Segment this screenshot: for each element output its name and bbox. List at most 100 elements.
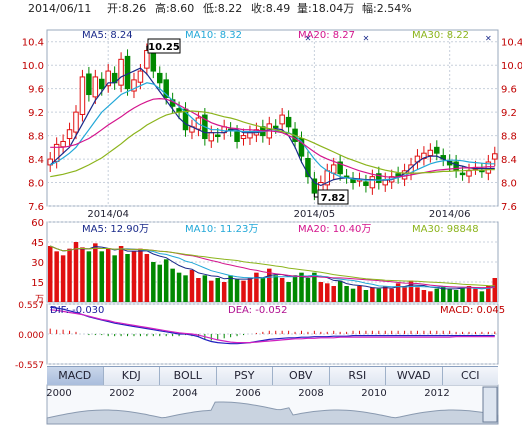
- volume-bar: [138, 248, 143, 302]
- volume-bar: [428, 291, 433, 302]
- volume-bar: [440, 286, 446, 302]
- volume-bar: [479, 291, 485, 302]
- macd-tick: -0.557: [15, 361, 44, 371]
- candle-body: [305, 157, 311, 178]
- price-x-tick: 2014/04: [87, 209, 129, 220]
- volume-bar: [318, 282, 324, 302]
- volume-bar: [170, 268, 175, 302]
- high-callout-box: [147, 38, 181, 54]
- candle-body: [156, 72, 163, 84]
- price-tick-right: 7.6: [501, 202, 517, 213]
- timeline-handle: [482, 386, 498, 423]
- ma-line-ma30: [50, 110, 495, 178]
- marker-icon: ✕: [363, 34, 370, 43]
- candle-body: [214, 134, 221, 138]
- indicator-tabs: MACD KDJ BOLL PSY OBV RSI WVAD CCI: [47, 366, 498, 385]
- volume-bar: [273, 275, 278, 302]
- volume-bar: [357, 286, 362, 302]
- volume-legend-item: MA20: 10.40万: [298, 224, 371, 235]
- price-tick-left: 8.0: [28, 179, 44, 190]
- candle-body: [363, 181, 369, 186]
- volume-bar: [453, 290, 459, 302]
- volume-bar: [86, 251, 92, 302]
- candle-body: [150, 52, 157, 72]
- volume-bar: [247, 278, 253, 302]
- quote-close: 收:8.49: [251, 2, 291, 15]
- candle-body: [73, 111, 79, 133]
- marker-icon: ✕: [305, 34, 312, 43]
- price-panel-frame: [46, 29, 499, 207]
- volume-bar: [344, 286, 349, 302]
- tab-macd[interactable]: MACD: [47, 367, 104, 385]
- quote-high: 高:8.60: [155, 2, 195, 15]
- candle-body: [234, 131, 240, 142]
- timeline-year: 2008: [298, 388, 323, 399]
- volume-bar: [486, 286, 491, 302]
- price-tick-right: 9.6: [501, 85, 517, 96]
- candle-body: [330, 164, 337, 174]
- candle-body: [66, 129, 73, 140]
- candle-body: [105, 70, 111, 87]
- volume-ma-line: [50, 245, 495, 287]
- tab-cci[interactable]: CCI: [442, 367, 498, 385]
- candle-body: [279, 114, 285, 125]
- candle-body: [369, 176, 376, 189]
- volume-bar: [421, 290, 427, 302]
- candle-body: [99, 78, 105, 90]
- volume-bar: [434, 288, 440, 302]
- quote-low: 低:8.22: [203, 2, 243, 15]
- volume-unit: 万: [35, 295, 44, 305]
- price-tick-right: 8.4: [501, 155, 517, 166]
- tab-obv[interactable]: OBV: [273, 367, 330, 385]
- volume-bar: [163, 259, 169, 302]
- volume-bar: [67, 248, 72, 302]
- dif-line: [50, 306, 495, 345]
- macd-tick: 0.000: [18, 331, 44, 341]
- timeline-year: 2010: [361, 388, 386, 399]
- quote-change: 幅:2.54%: [362, 2, 412, 15]
- volume-bar: [125, 254, 130, 302]
- volume-tick: 45: [31, 238, 44, 249]
- volume-bar: [241, 280, 246, 302]
- candle-body: [92, 76, 99, 98]
- low-callout-label: 7.82: [321, 193, 346, 204]
- tab-rsi[interactable]: RSI: [329, 367, 386, 385]
- quote-volume: 量:18.04万: [297, 2, 355, 15]
- macd-legend-item: MACD: 0.045: [440, 305, 505, 316]
- candle-body: [118, 58, 124, 86]
- volume-bar: [209, 280, 214, 302]
- volume-bar: [118, 246, 124, 302]
- timeline-year: 2012: [424, 388, 449, 399]
- timeline-year: 2000: [46, 388, 71, 399]
- low-callout-box: [317, 189, 349, 205]
- candle-body: [318, 182, 324, 191]
- volume-bar: [260, 278, 266, 302]
- volume-tick: 60: [31, 218, 44, 229]
- candle-body: [453, 161, 459, 172]
- tab-wvad[interactable]: WVAD: [386, 367, 443, 385]
- volume-bar: [215, 278, 220, 302]
- price-x-tick: 2014/05: [294, 209, 336, 220]
- volume-legend-item: MA30: 98848: [412, 224, 479, 235]
- candle-body: [466, 170, 472, 177]
- tab-psy[interactable]: PSY: [216, 367, 273, 385]
- macd-legend-item: DIF: -0.030: [50, 305, 104, 316]
- volume-bar: [447, 288, 452, 302]
- volume-bar: [99, 251, 105, 302]
- dea-line: [50, 309, 495, 344]
- tab-boll[interactable]: BOLL: [160, 367, 217, 385]
- volume-bar: [54, 251, 59, 302]
- price-tick-right: 8.0: [501, 179, 517, 190]
- candle-body: [434, 146, 440, 154]
- volume-bar: [267, 268, 272, 302]
- price-tick-left: 10.4: [22, 38, 44, 49]
- candle-body: [427, 149, 434, 157]
- timeline-overview: [46, 401, 499, 425]
- candle-body: [240, 135, 247, 140]
- volume-bar: [395, 283, 401, 302]
- high-callout-label: 10.25: [148, 42, 180, 53]
- volume-bar: [363, 290, 369, 302]
- tab-kdj[interactable]: KDJ: [103, 367, 160, 385]
- candle-body: [459, 172, 466, 176]
- candle-body: [247, 132, 253, 139]
